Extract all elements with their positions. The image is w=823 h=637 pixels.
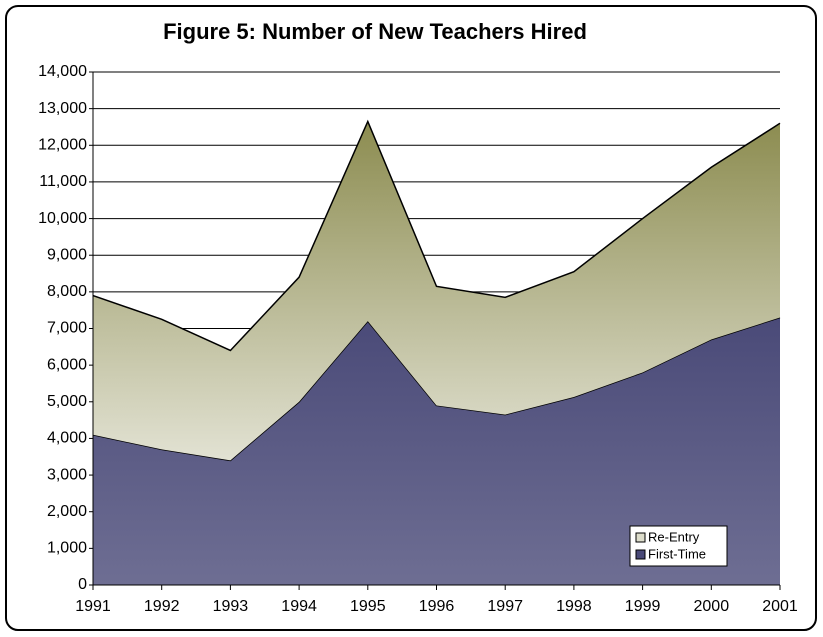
y-tick-label: 12,000 bbox=[38, 137, 87, 154]
legend: Re-Entry First-Time bbox=[629, 525, 728, 567]
y-tick-label: 11,000 bbox=[39, 173, 87, 190]
y-tick-label: 8,000 bbox=[47, 283, 87, 300]
area-outline bbox=[92, 119, 781, 352]
x-tick-label: 1994 bbox=[281, 598, 317, 615]
legend-label: Re-Entry bbox=[648, 529, 700, 544]
x-tick-label: 2001 bbox=[762, 598, 798, 615]
x-tick-label: 1997 bbox=[487, 598, 523, 615]
area bbox=[93, 317, 780, 585]
y-tick-label: 1,000 bbox=[47, 540, 87, 557]
y-tick-label: 9,000 bbox=[47, 246, 87, 263]
y-tick-label: 7,000 bbox=[47, 320, 87, 337]
y-tick-label: 3,000 bbox=[47, 466, 87, 483]
x-tick-label: 1995 bbox=[350, 598, 386, 615]
y-tick-label: 2,000 bbox=[47, 503, 87, 520]
y-tick-label: 6,000 bbox=[47, 356, 87, 373]
legend-swatch bbox=[635, 549, 646, 560]
y-tick-label: 13,000 bbox=[38, 100, 87, 117]
legend-box bbox=[629, 525, 728, 567]
y-tick-label: 0 bbox=[78, 576, 87, 593]
y-tick-label: 5,000 bbox=[47, 393, 87, 410]
area bbox=[93, 121, 780, 461]
y-tick-label: 14,000 bbox=[38, 63, 87, 80]
x-tick-label: 1991 bbox=[75, 598, 111, 615]
y-tick-label: 10,000 bbox=[38, 210, 87, 227]
legend-swatch bbox=[635, 532, 646, 543]
x-tick-label: 1993 bbox=[213, 598, 249, 615]
x-tick-label: 1998 bbox=[556, 598, 592, 615]
x-tick-label: 1996 bbox=[419, 598, 455, 615]
x-tick-label: 1999 bbox=[625, 598, 661, 615]
x-tick-label: 1992 bbox=[144, 598, 180, 615]
chart-title: Figure 5: Number of New Teachers Hired bbox=[163, 19, 587, 44]
y-tick-label: 4,000 bbox=[47, 430, 87, 447]
x-tick-label: 2000 bbox=[694, 598, 730, 615]
legend-label: First-Time bbox=[648, 546, 706, 561]
